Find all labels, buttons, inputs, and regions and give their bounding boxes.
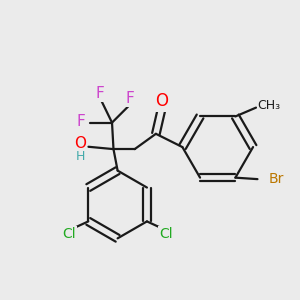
Text: O: O [155, 92, 168, 110]
Text: Cl: Cl [62, 227, 76, 241]
Text: F: F [96, 86, 105, 101]
Text: O: O [74, 136, 86, 151]
Text: CH₃: CH₃ [257, 99, 280, 112]
Text: H: H [76, 150, 85, 163]
Text: F: F [77, 114, 85, 129]
Text: F: F [125, 91, 134, 106]
Text: Br: Br [268, 172, 284, 186]
Text: Cl: Cl [159, 227, 173, 241]
